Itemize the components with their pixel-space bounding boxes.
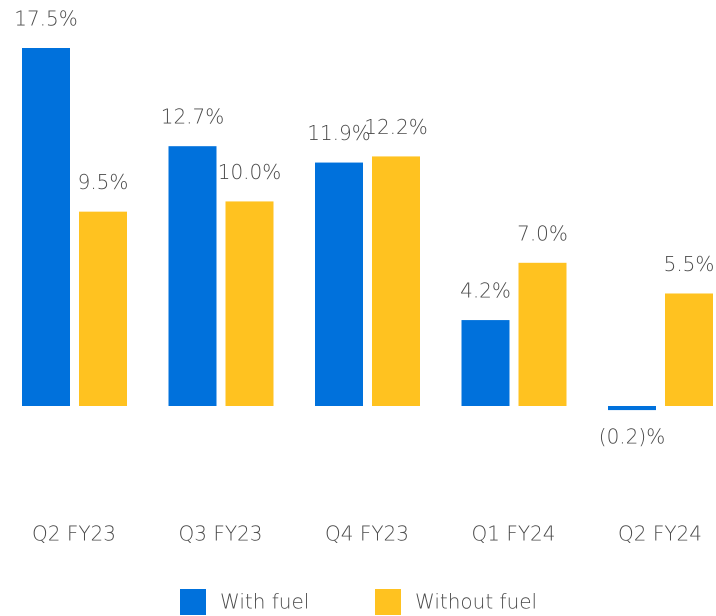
bar <box>225 201 274 406</box>
value-label: 17.5% <box>14 7 78 31</box>
bar <box>168 146 217 407</box>
x-tick-label: Q4 FY23 <box>325 522 409 546</box>
value-label: 12.2% <box>364 115 428 139</box>
value-label: 11.9% <box>307 121 371 145</box>
x-tick-label: Q1 FY24 <box>472 522 556 546</box>
legend-label: Without fuel <box>415 590 537 614</box>
value-label: (0.2)% <box>599 425 665 449</box>
bar <box>79 211 127 406</box>
bar <box>665 293 713 406</box>
value-label: 4.2% <box>460 279 511 303</box>
value-label: 9.5% <box>78 170 129 194</box>
bar <box>372 156 420 406</box>
bar <box>22 48 70 406</box>
x-tick-label: Q3 FY23 <box>179 522 263 546</box>
bar <box>315 162 363 406</box>
value-label: 10.0% <box>218 160 282 184</box>
bar <box>518 262 567 406</box>
bar <box>608 406 656 411</box>
bar <box>461 320 510 406</box>
value-label: 7.0% <box>517 221 568 245</box>
legend-label: With fuel <box>220 590 309 614</box>
legend-swatch <box>180 589 206 615</box>
x-tick-label: Q2 FY23 <box>32 522 116 546</box>
value-label: 12.7% <box>161 105 225 129</box>
value-label: 5.5% <box>664 252 715 276</box>
legend-swatch <box>375 589 401 615</box>
x-tick-label: Q2 FY24 <box>618 522 702 546</box>
